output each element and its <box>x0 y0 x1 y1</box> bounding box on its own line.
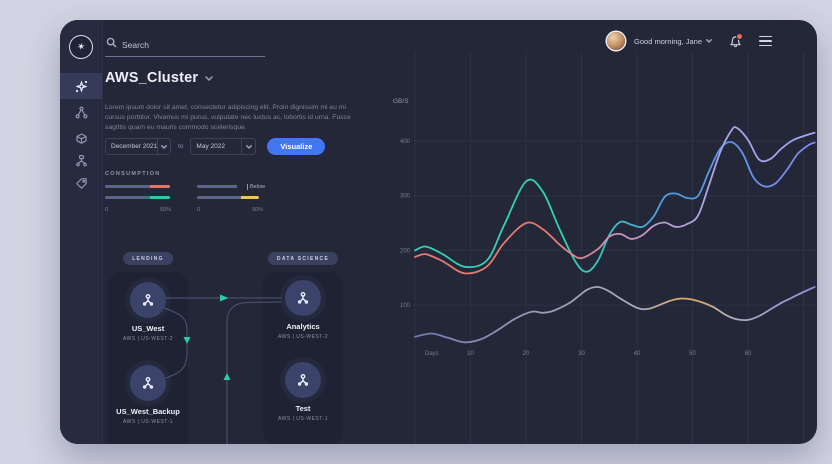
search-input[interactable] <box>105 38 265 57</box>
node-test[interactable]: Test AWS | US-WEST-1 <box>261 362 345 422</box>
cluster-node-icon <box>130 365 166 401</box>
arrow-up-icon <box>223 373 231 380</box>
chevron-down-icon <box>241 139 255 154</box>
notifications-button[interactable] <box>729 32 743 48</box>
share-network-icon <box>74 105 87 118</box>
svg-text:300: 300 <box>400 194 411 200</box>
svg-text:40: 40 <box>634 351 641 357</box>
node-us-west[interactable]: US_West AWS | US-WEST-2 <box>106 282 190 342</box>
date-range-controls: December 2021 to May 2022 Visualize <box>105 138 326 155</box>
avatar[interactable] <box>607 32 626 50</box>
svg-text:50: 50 <box>689 351 696 357</box>
tag-icon <box>75 177 87 189</box>
sidebar-item-hierarchy[interactable] <box>60 147 102 173</box>
cluster-node-icon <box>130 282 166 318</box>
visualize-button[interactable]: Visualize <box>267 138 326 155</box>
svg-text:10: 10 <box>467 351 474 357</box>
sidebar-item-resources[interactable] <box>60 125 102 151</box>
date-to-select[interactable]: May 2022 <box>190 138 257 155</box>
chevron-down-icon <box>157 139 170 154</box>
consumption-group-2: Below 0 50% <box>197 183 265 213</box>
cluster-node-icon <box>285 280 321 316</box>
svg-text:400: 400 <box>400 139 411 145</box>
svg-text:200: 200 <box>400 248 411 254</box>
menu-button[interactable] <box>759 35 772 47</box>
user-menu[interactable]: Good morning, Jane <box>634 37 712 46</box>
date-from-value: December 2021 <box>111 143 158 150</box>
search-icon <box>106 37 117 48</box>
cube-icon <box>75 132 87 144</box>
chevron-down-icon <box>706 39 712 43</box>
svg-text:100: 100 <box>400 303 411 309</box>
consumption-label: CONSUMPTION <box>105 171 161 177</box>
cluster-node-icon <box>285 362 321 398</box>
sidebar-item-tags[interactable] <box>60 170 102 196</box>
pinwheel-icon: ✶ <box>75 40 87 54</box>
sidebar-item-network[interactable] <box>60 99 102 125</box>
hamburger-icon <box>759 35 772 38</box>
greeting-text: Good morning, Jane <box>634 36 702 46</box>
cluster-description: Lorem ipsum dolor sit amet, consectetur … <box>105 103 351 132</box>
range-separator: to <box>178 143 184 150</box>
badge-data-science: DATA SCIENCE <box>267 252 339 265</box>
page-title: AWS_Cluster <box>105 70 199 86</box>
app-logo[interactable]: ✶ <box>66 32 96 62</box>
sparkle-icon <box>75 80 87 92</box>
hierarchy-icon <box>75 154 87 166</box>
date-from-select[interactable]: December 2021 <box>105 138 171 155</box>
date-to-value: May 2022 <box>196 143 225 150</box>
notification-dot <box>736 32 743 40</box>
cluster-title-dropdown[interactable]: AWS_Cluster <box>105 70 213 86</box>
svg-text:60: 60 <box>745 351 752 357</box>
svg-text:30: 30 <box>578 351 585 357</box>
app-window: GB/S 400 300 200 100 Days 10 20 30 40 50 60 ✶ <box>60 20 817 444</box>
topbar-user-cluster: Good morning, Jane <box>607 32 772 50</box>
sidebar: ✶ <box>60 20 103 444</box>
chevron-down-icon <box>205 75 213 81</box>
sidebar-item-insights[interactable] <box>60 73 102 99</box>
svg-text:Days: Days <box>425 351 439 357</box>
node-analytics[interactable]: Analytics AWS | US-WEST-2 <box>261 280 345 340</box>
consumption-section: CONSUMPTION 0 50% Below 0 50% <box>105 171 265 213</box>
arrow-right-icon <box>220 294 229 302</box>
svg-text:20: 20 <box>523 351 530 357</box>
badge-lending: LENDING <box>123 252 173 265</box>
consumption-group-1: 0 50% <box>105 185 171 213</box>
svg-text:GB/S: GB/S <box>393 98 409 105</box>
search-field <box>105 35 265 57</box>
throughput-line-chart: GB/S 400 300 200 100 Days 10 20 30 40 50 60 <box>393 52 817 444</box>
node-us-west-backup[interactable]: US_West_Backup AWS | US-WEST-1 <box>106 365 190 425</box>
